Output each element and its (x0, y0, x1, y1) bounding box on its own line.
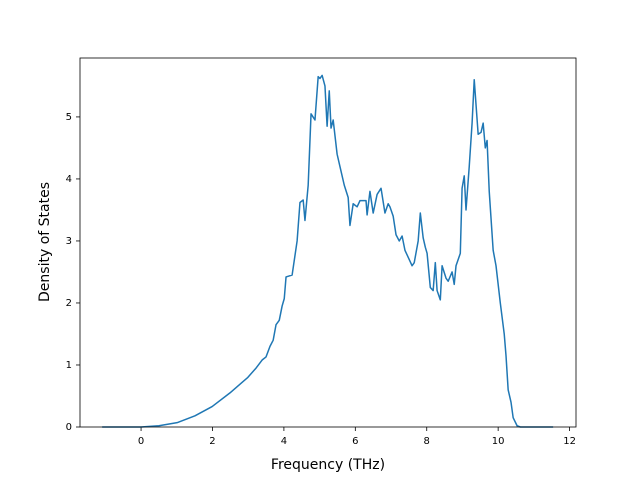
y-tick-label: 3 (66, 236, 72, 247)
y-tick-label: 1 (66, 360, 72, 371)
data-line (102, 74, 554, 428)
x-tick-label: 8 (424, 436, 430, 447)
x-tick-label: 4 (281, 436, 287, 447)
plot-frame (79, 57, 577, 428)
x-tick-label: 6 (352, 436, 358, 447)
x-tick-label: 0 (138, 436, 144, 447)
y-axis-label: Density of States (37, 182, 53, 302)
y-tick-label: 0 (66, 422, 72, 433)
x-tick-label: 12 (563, 436, 576, 447)
x-tick-label: 2 (209, 436, 215, 447)
y-tick-label: 5 (66, 112, 72, 123)
x-tick-label: 10 (492, 436, 505, 447)
y-tick-label: 2 (66, 298, 72, 309)
y-tick-label: 4 (66, 174, 72, 185)
x-axis-label: Frequency (THz) (271, 457, 385, 473)
